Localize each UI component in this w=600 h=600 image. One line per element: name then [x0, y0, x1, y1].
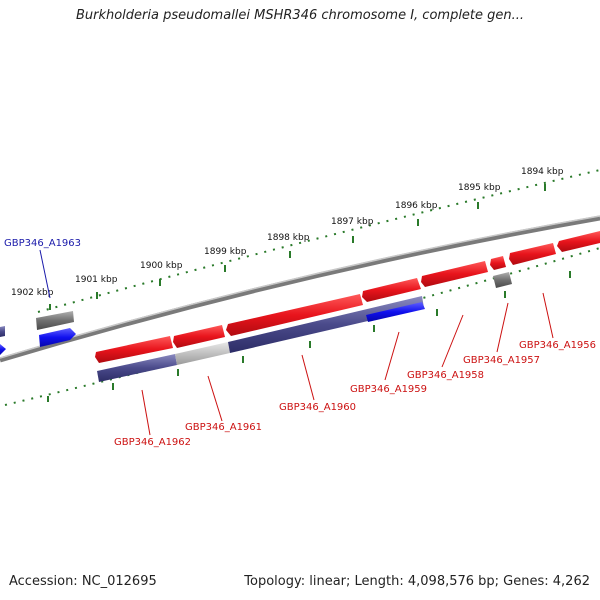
gene-a1962-reverse[interactable]: [97, 354, 177, 382]
ruler-label-1896: 1896 kbp: [395, 201, 438, 211]
gene-a1959-forward[interactable]: [362, 278, 421, 302]
outer-ruler-major-ticks: [49, 184, 546, 310]
gene-label-a1958[interactable]: GBP346_A1958: [407, 370, 484, 381]
accession-text: Accession: NC_012695: [9, 574, 157, 589]
chromosome-backbone: [0, 215, 600, 363]
gene-a1963-blue[interactable]: [39, 328, 76, 347]
ruler-label-1895: 1895 kbp: [458, 183, 501, 193]
gene-right-edge-forward[interactable]: [557, 231, 600, 252]
outer-ruler: [37, 169, 600, 313]
gene-a1962-forward[interactable]: [95, 336, 173, 363]
gene-label-a1962[interactable]: GBP346_A1962: [114, 437, 191, 448]
gene-a1963-pseudo[interactable]: [36, 311, 74, 330]
topology-summary: Topology: linear; Length: 4,098,576 bp; …: [244, 574, 590, 589]
gene-a1957-forward[interactable]: [490, 256, 506, 270]
label-leaders: [39, 249, 554, 436]
gene-label-a1959[interactable]: GBP346_A1959: [350, 384, 427, 395]
gene-edge-left-blue[interactable]: [0, 344, 6, 355]
ruler-label-1899: 1899 kbp: [204, 247, 247, 257]
gene-edge-left[interactable]: [0, 326, 5, 337]
gene-label-a1956[interactable]: GBP346_A1956: [519, 340, 596, 351]
ruler-label-1902: 1902 kbp: [11, 288, 54, 298]
ruler-label-1900: 1900 kbp: [140, 261, 183, 271]
ruler-label-1901: 1901 kbp: [75, 275, 118, 285]
gene-a1961-forward[interactable]: [173, 325, 225, 348]
gene-a1958-forward[interactable]: [421, 261, 488, 287]
gene-a1957-pseudo[interactable]: [493, 272, 512, 288]
ruler-label-1894: 1894 kbp: [521, 167, 564, 177]
gene-a1959-blue[interactable]: [366, 302, 425, 322]
gene-label-a1960[interactable]: GBP346_A1960: [279, 402, 356, 413]
gene-a1960-forward[interactable]: [226, 294, 363, 336]
ruler-label-1897: 1897 kbp: [331, 217, 374, 227]
chromosome-backbone-highlight: [0, 215, 600, 359]
gene-a1961-reverse-light[interactable]: [175, 342, 230, 365]
gene-label-a1963[interactable]: GBP346_A1963: [4, 238, 81, 249]
inner-ruler-major-ticks: [47, 271, 571, 402]
gene-a1960-reverse[interactable]: [228, 296, 424, 353]
gene-a1956-forward[interactable]: [509, 243, 556, 265]
ruler-label-1898: 1898 kbp: [267, 233, 310, 243]
map-title: Burkholderia pseudomallei MSHR346 chromo…: [75, 8, 525, 23]
gene-label-a1961[interactable]: GBP346_A1961: [185, 422, 262, 433]
gene-label-a1957[interactable]: GBP346_A1957: [463, 355, 540, 366]
